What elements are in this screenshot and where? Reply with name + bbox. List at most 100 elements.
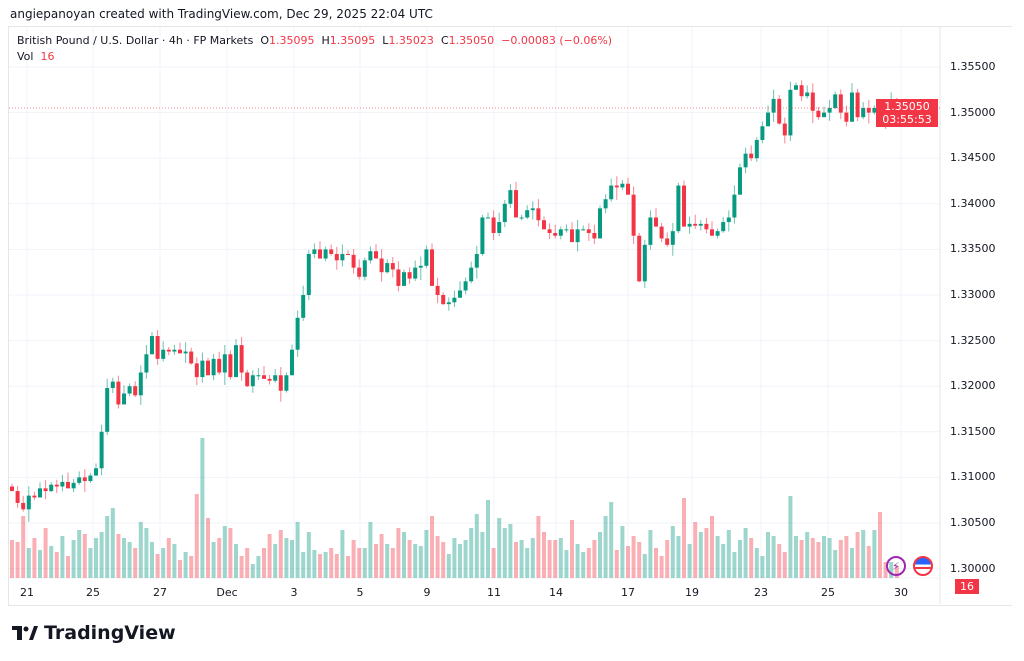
volume-bar: [32, 538, 37, 578]
candle-body: [357, 267, 362, 277]
volume-bar: [54, 552, 59, 578]
volume-bar: [458, 544, 462, 578]
candle-body: [290, 349, 294, 376]
candle-body: [704, 223, 709, 230]
volume-bar: [581, 552, 586, 578]
price-tick: 1.33000: [950, 288, 996, 301]
volume-bar: [49, 546, 54, 578]
volume-bar: [295, 522, 300, 578]
candle-body: [183, 351, 188, 354]
volume-bar: [267, 534, 272, 578]
time-tick: 21: [20, 586, 34, 599]
volume-bar: [441, 542, 446, 578]
time-tick: 17: [621, 586, 635, 599]
candle-body: [88, 475, 93, 482]
volume-bar: [805, 532, 810, 578]
last-price: 1.35050: [884, 100, 930, 113]
tradingview-wordmark: TradingView: [44, 622, 176, 644]
volume-bar: [799, 540, 804, 578]
candle-body: [334, 253, 339, 261]
volume-bar: [150, 542, 154, 578]
candle-body: [637, 235, 642, 282]
candle-body: [228, 354, 233, 378]
high-value: 1.35095: [329, 34, 376, 47]
volume-bar: [178, 560, 182, 578]
candle-body: [323, 249, 328, 259]
candle-body: [553, 232, 558, 236]
volume-bar: [161, 548, 166, 578]
volume-bar: [66, 556, 70, 578]
volume-bar: [743, 528, 748, 578]
candle-body: [794, 85, 798, 90]
volume-bar: [183, 552, 188, 578]
volume-bar: [592, 540, 597, 578]
change-value: −0.00083 (−0.06%): [501, 34, 613, 47]
volume-bar: [782, 552, 787, 578]
volume-bar: [760, 556, 765, 578]
volume-bar: [15, 542, 20, 578]
candle-body: [144, 354, 149, 373]
volume-bar: [323, 552, 328, 578]
volume-bar: [480, 532, 485, 578]
candle-body: [189, 351, 194, 364]
candle-body: [822, 112, 826, 118]
volume-bar: [318, 554, 322, 578]
candle-body: [82, 477, 87, 482]
volume-bar: [586, 548, 591, 578]
candle-body: [609, 185, 614, 200]
volume-bar: [525, 548, 530, 578]
volume-bar: [497, 518, 502, 578]
time-tick: 5: [356, 586, 364, 599]
price-tick: 1.35500: [950, 60, 996, 73]
candle-body: [178, 349, 182, 354]
high-label: H: [321, 34, 330, 47]
candle-body: [306, 253, 311, 295]
volume-bar: [88, 548, 93, 578]
us-flag-event-icon[interactable]: [913, 556, 933, 576]
price-tick: 1.31000: [950, 470, 996, 484]
price-tick: 1.30500: [950, 516, 996, 529]
volume-bar: [838, 540, 843, 578]
candle-body: [446, 302, 451, 305]
time-tick: 25: [821, 586, 835, 599]
symbol-name[interactable]: British Pound / U.S. Dollar · 4h · FP Ma…: [17, 34, 254, 47]
tradingview-logo[interactable]: TradingView: [12, 622, 176, 644]
volume-bar: [105, 516, 110, 578]
lightning-event-icon[interactable]: ⚡: [886, 556, 906, 576]
candle-body: [547, 229, 552, 233]
volume-bar: [234, 544, 238, 578]
price-tick: 1.33500: [950, 242, 996, 256]
volume-bar: [508, 524, 513, 578]
candle-body: [71, 482, 76, 489]
volume-bar: [390, 548, 395, 578]
volume-bar: [547, 540, 552, 578]
candle-body: [138, 372, 143, 396]
volume-bar: [351, 540, 356, 578]
candle-body: [536, 208, 541, 221]
candle-body: [122, 393, 126, 405]
candle-body: [250, 375, 255, 387]
candle-body: [766, 112, 770, 127]
candle-body: [508, 190, 513, 204]
volume-bar: [766, 532, 770, 578]
volume-bar: [626, 546, 630, 578]
volume-bar: [536, 516, 541, 578]
volume-bar: [407, 540, 412, 578]
open-value: 1.35095: [269, 34, 315, 47]
volume-bar: [430, 516, 434, 578]
candle-body: [116, 381, 121, 405]
candle-body: [771, 98, 776, 113]
volume-bar: [631, 536, 636, 578]
candle-body: [273, 375, 278, 381]
volume-bar: [878, 512, 882, 578]
candle-body: [234, 345, 238, 378]
volume-bar: [424, 530, 429, 578]
time-tick: 25: [86, 586, 100, 599]
volume-bar: [687, 544, 692, 578]
candle-body: [631, 194, 636, 236]
candle-body: [855, 92, 860, 118]
candle-body: [654, 217, 658, 227]
volume-bar: [290, 540, 294, 578]
volume-bar: [211, 542, 216, 578]
